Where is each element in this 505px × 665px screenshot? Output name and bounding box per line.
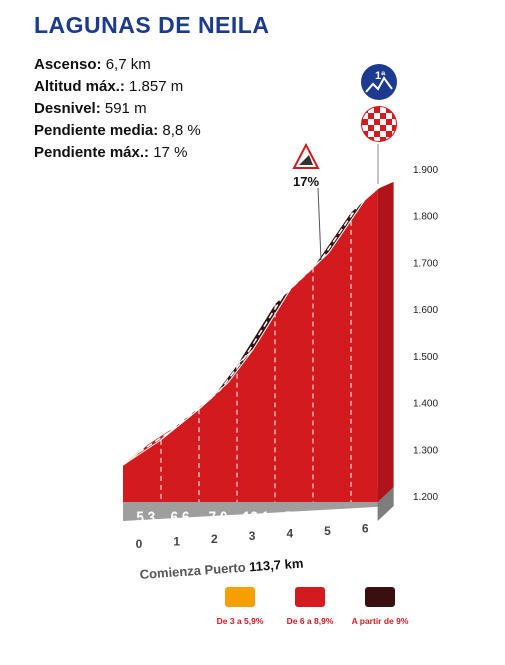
flag-square [386, 113, 392, 119]
finish-flag-icon [361, 106, 397, 142]
y-tick-label: 1.700 [413, 258, 438, 269]
km-tick-label: 2 [211, 532, 218, 546]
km-tick-label: 5 [324, 524, 331, 538]
flag-square [386, 125, 392, 131]
segment-gradient-label: 5,3 [136, 509, 155, 528]
segment-gradient-label: 13,1 [243, 509, 270, 528]
legend-swatch-mid [295, 587, 325, 607]
base-slab-side [377, 487, 394, 521]
segment-gradient-label: 7,7 [285, 509, 304, 528]
flag-square [368, 137, 374, 141]
flag-square [392, 113, 396, 119]
stat-label: Pendiente media: [34, 122, 159, 139]
road-center-line [138, 180, 387, 454]
legend-swatch-low [225, 587, 255, 607]
start-km: 113,7 km [249, 556, 304, 575]
category-badge-label: 1ª [375, 70, 386, 82]
flag-square [368, 119, 374, 125]
km-tick-label: 3 [249, 529, 256, 543]
km-tick-label: 0 [136, 537, 143, 551]
legend-swatch-high [365, 587, 395, 607]
segment-gradient-label: 11,9 [319, 509, 345, 528]
y-tick-label: 1.200 [413, 492, 438, 503]
stat-value: 8,8 % [162, 122, 201, 139]
stat-altitud: Altitud máx.: 1.857 m [34, 78, 183, 95]
flag-square [374, 107, 380, 113]
flag-square [386, 119, 392, 125]
stat-value: 1.857 m [129, 78, 184, 95]
flag-square [362, 119, 368, 125]
flag-square [380, 113, 386, 119]
stat-value: 17 % [153, 144, 188, 161]
flag-square [368, 107, 374, 113]
flag-square [374, 119, 380, 125]
stat-label: Altitud máx.: [34, 78, 125, 95]
max-slope-mountain-icon [299, 155, 313, 165]
stat-label: Desnivel: [34, 100, 101, 117]
y-tick-label: 1.400 [413, 399, 438, 410]
flag-square [380, 137, 386, 141]
page-title: LAGUNAS DE NEILA [34, 12, 270, 38]
profile-side [377, 181, 394, 502]
km-tick-label: 6 [362, 521, 369, 535]
flag-square [362, 125, 368, 131]
stat-value: 6,7 km [105, 56, 151, 73]
segment-gradient-label: 7,0 [209, 509, 228, 528]
km-tick-label: 1 [173, 534, 180, 548]
stat-label: Pendiente máx.: [34, 144, 150, 161]
flag-square [392, 125, 396, 131]
flag-square [374, 125, 380, 131]
stat-pendiente-max: Pendiente máx.: 17 % [34, 144, 187, 161]
y-tick-label: 1.300 [413, 445, 438, 456]
flag-square [374, 113, 380, 119]
max-slope-leader [317, 187, 322, 260]
legend-label: De 6 a 8,9% [287, 616, 334, 626]
flag-square [380, 119, 386, 125]
flag-square [374, 131, 380, 137]
flag-square [380, 107, 386, 113]
y-tick-label: 1.500 [413, 352, 438, 363]
stat-value: 591 m [104, 100, 147, 117]
max-slope-label: 17% [293, 174, 319, 189]
flag-square [380, 131, 386, 137]
segment-gradient-label: 6,6 [171, 509, 190, 528]
stat-label: Ascenso: [34, 56, 102, 73]
start-label: Comienza Puerto 113,7 km [139, 556, 304, 582]
flag-square [368, 113, 374, 119]
flag-square [374, 137, 380, 141]
stat-ascenso: Ascenso: 6,7 km [34, 56, 151, 73]
km-tick-label: 4 [286, 527, 293, 541]
category-badge-icon: 1ª [361, 64, 397, 100]
max-slope-warning-icon [292, 142, 320, 169]
legend-label: De 3 a 5,9% [217, 616, 264, 626]
stat-pendiente-media: Pendiente media: 8,8 % [34, 122, 201, 139]
y-tick-label: 1.900 [413, 165, 438, 176]
flag-square [362, 113, 368, 119]
legend-label: A partir de 9% [352, 616, 409, 626]
y-tick-label: 1.600 [413, 305, 438, 316]
flag-square [368, 125, 374, 131]
flag-square [368, 131, 374, 137]
flag-square [392, 119, 396, 125]
stat-desnivel: Desnivel: 591 m [34, 100, 147, 117]
y-tick-label: 1.800 [413, 212, 438, 223]
segment-gradient-label: 8,5 [355, 509, 374, 528]
flag-square [386, 131, 392, 137]
flag-square [380, 125, 386, 131]
